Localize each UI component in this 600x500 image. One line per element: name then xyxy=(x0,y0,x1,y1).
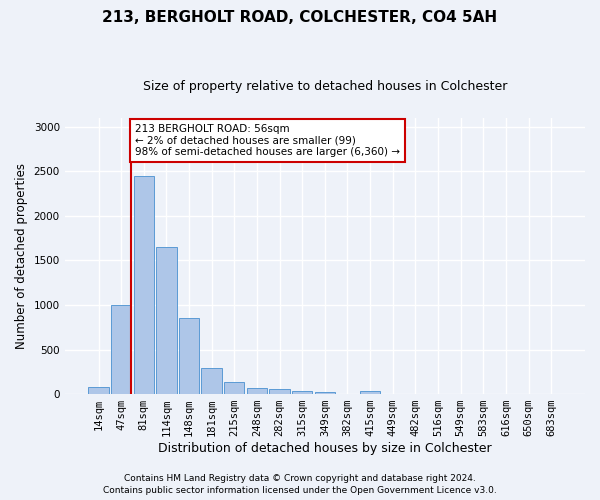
Text: 213, BERGHOLT ROAD, COLCHESTER, CO4 5AH: 213, BERGHOLT ROAD, COLCHESTER, CO4 5AH xyxy=(103,10,497,25)
Bar xyxy=(360,391,380,394)
Bar xyxy=(247,388,267,394)
Bar xyxy=(224,382,244,394)
Bar xyxy=(88,387,109,394)
Bar xyxy=(134,176,154,394)
Bar xyxy=(292,390,313,394)
Bar xyxy=(314,392,335,394)
Bar xyxy=(269,389,290,394)
Title: Size of property relative to detached houses in Colchester: Size of property relative to detached ho… xyxy=(143,80,507,93)
Bar xyxy=(202,368,222,394)
X-axis label: Distribution of detached houses by size in Colchester: Distribution of detached houses by size … xyxy=(158,442,491,455)
Text: Contains HM Land Registry data © Crown copyright and database right 2024.
Contai: Contains HM Land Registry data © Crown c… xyxy=(103,474,497,495)
Bar xyxy=(156,247,176,394)
Text: 213 BERGHOLT ROAD: 56sqm
← 2% of detached houses are smaller (99)
98% of semi-de: 213 BERGHOLT ROAD: 56sqm ← 2% of detache… xyxy=(135,124,400,157)
Bar xyxy=(179,318,199,394)
Y-axis label: Number of detached properties: Number of detached properties xyxy=(15,163,28,349)
Bar xyxy=(111,305,131,394)
